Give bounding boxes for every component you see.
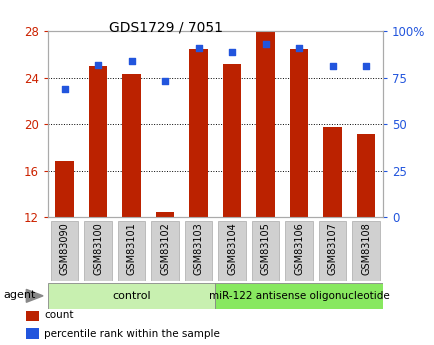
Text: GSM83104: GSM83104 bbox=[227, 223, 237, 275]
Bar bbox=[89, 66, 107, 217]
Text: GSM83105: GSM83105 bbox=[260, 223, 270, 275]
FancyBboxPatch shape bbox=[84, 220, 112, 281]
Text: GSM83090: GSM83090 bbox=[59, 223, 69, 275]
FancyBboxPatch shape bbox=[151, 220, 178, 281]
Point bbox=[195, 45, 202, 51]
FancyBboxPatch shape bbox=[184, 220, 212, 281]
Text: GSM83102: GSM83102 bbox=[160, 223, 170, 275]
Text: GSM83107: GSM83107 bbox=[327, 223, 337, 275]
FancyBboxPatch shape bbox=[251, 220, 279, 281]
Text: control: control bbox=[112, 291, 151, 301]
Text: GSM83108: GSM83108 bbox=[360, 223, 370, 275]
Bar bbox=[356, 134, 375, 217]
Bar bbox=[215, 283, 382, 309]
FancyBboxPatch shape bbox=[51, 220, 78, 281]
Bar bbox=[322, 127, 341, 217]
Text: miR-122 antisense oligonucleotide: miR-122 antisense oligonucleotide bbox=[208, 291, 388, 301]
Point bbox=[261, 41, 268, 47]
Point bbox=[128, 58, 135, 63]
FancyBboxPatch shape bbox=[218, 220, 245, 281]
Point bbox=[161, 79, 168, 84]
Bar bbox=[189, 49, 207, 217]
Bar bbox=[222, 64, 241, 217]
Bar bbox=[26, 309, 39, 321]
Text: GSM83106: GSM83106 bbox=[293, 223, 303, 275]
FancyBboxPatch shape bbox=[352, 220, 379, 281]
Bar bbox=[26, 328, 39, 339]
Point bbox=[228, 49, 235, 54]
Bar bbox=[122, 74, 141, 217]
FancyBboxPatch shape bbox=[318, 220, 345, 281]
Bar bbox=[256, 29, 274, 217]
Point bbox=[61, 86, 68, 91]
Text: GSM83103: GSM83103 bbox=[193, 223, 203, 275]
Bar bbox=[289, 49, 308, 217]
Text: agent: agent bbox=[4, 289, 36, 299]
Text: GSM83101: GSM83101 bbox=[126, 223, 136, 275]
Text: percentile rank within the sample: percentile rank within the sample bbox=[44, 329, 220, 339]
Text: GDS1729 / 7051: GDS1729 / 7051 bbox=[108, 21, 222, 35]
Bar bbox=[155, 211, 174, 217]
Text: GSM83100: GSM83100 bbox=[93, 223, 103, 275]
Point bbox=[295, 45, 302, 51]
Point bbox=[329, 64, 335, 69]
FancyBboxPatch shape bbox=[118, 220, 145, 281]
Polygon shape bbox=[26, 289, 43, 302]
Text: count: count bbox=[44, 310, 74, 321]
Bar bbox=[48, 283, 215, 309]
Point bbox=[362, 64, 369, 69]
FancyBboxPatch shape bbox=[285, 220, 312, 281]
Point bbox=[95, 62, 102, 67]
Bar bbox=[55, 161, 74, 217]
